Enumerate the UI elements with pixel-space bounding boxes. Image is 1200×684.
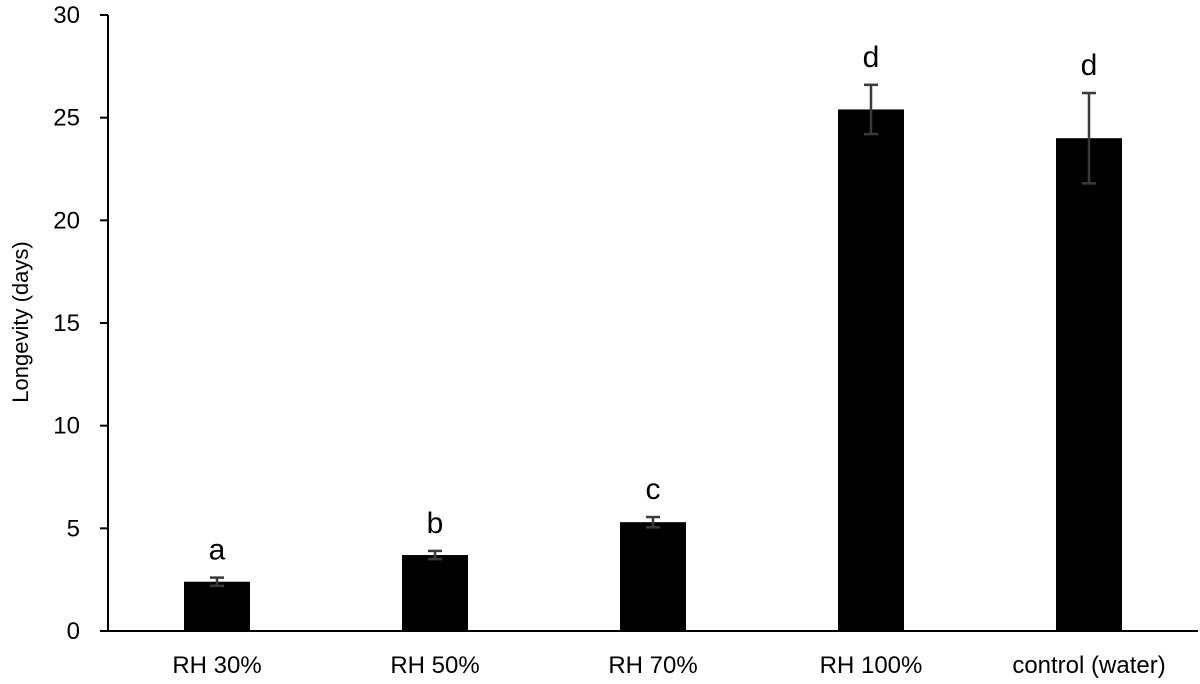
x-category-label: RH 50%: [390, 652, 479, 679]
significance-letters: a b c d d: [209, 41, 1098, 567]
bar: [838, 109, 904, 632]
significance-letter: d: [1081, 49, 1098, 82]
bar: [1056, 138, 1122, 631]
bar: [402, 555, 468, 631]
x-category-label: RH 100%: [820, 652, 923, 679]
significance-letter: c: [646, 473, 661, 506]
bar: [184, 581, 250, 631]
y-axis: 0 5 10 15 20 25 30: [53, 2, 109, 645]
y-tick-label: 30: [53, 2, 80, 29]
y-tick-label: 15: [53, 310, 80, 337]
bar: [620, 522, 686, 631]
error-bars: [210, 83, 1096, 588]
y-tick-label: 0: [67, 618, 80, 645]
significance-letter: d: [863, 41, 880, 74]
y-tick-label: 5: [67, 515, 80, 542]
significance-letter: b: [427, 507, 444, 540]
y-tick-label: 25: [53, 105, 80, 132]
y-tick-label: 10: [53, 413, 80, 440]
x-category-label: control (water): [1012, 652, 1165, 679]
significance-letter: a: [209, 534, 226, 567]
x-category-label: RH 70%: [608, 652, 697, 679]
y-tick-label: 20: [53, 207, 80, 234]
y-axis-title: Longevity (days): [8, 241, 33, 402]
x-axis: RH 30% RH 50% RH 70% RH 100% control (water): [108, 630, 1198, 679]
bars: [184, 109, 1122, 632]
x-category-label: RH 30%: [172, 652, 261, 679]
